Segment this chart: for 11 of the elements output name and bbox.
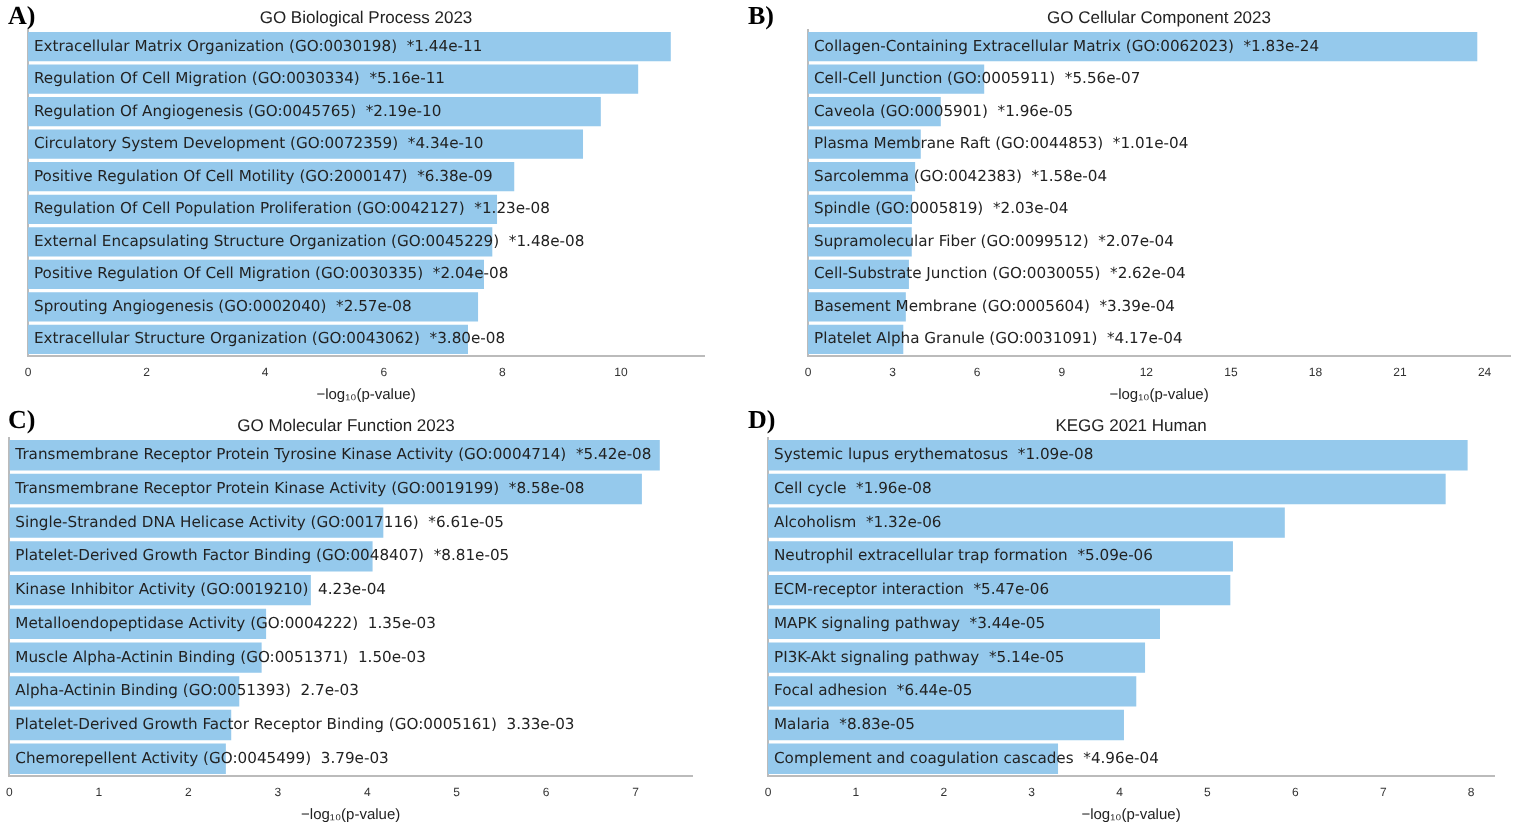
chart-title: GO Molecular Function 2023 xyxy=(237,414,456,435)
bar xyxy=(768,709,1124,741)
chart-title: KEGG 2021 Human xyxy=(1055,414,1208,435)
bar xyxy=(768,440,1468,471)
annotation: A) xyxy=(8,0,36,32)
bar xyxy=(768,473,1446,505)
text: D) xyxy=(748,404,776,436)
text: C) xyxy=(8,404,36,436)
chart-title: GO Biological Process 2023 xyxy=(259,6,473,27)
chart-title: GO Cellular Component 2023 xyxy=(1047,6,1272,27)
text: B) xyxy=(748,0,774,32)
